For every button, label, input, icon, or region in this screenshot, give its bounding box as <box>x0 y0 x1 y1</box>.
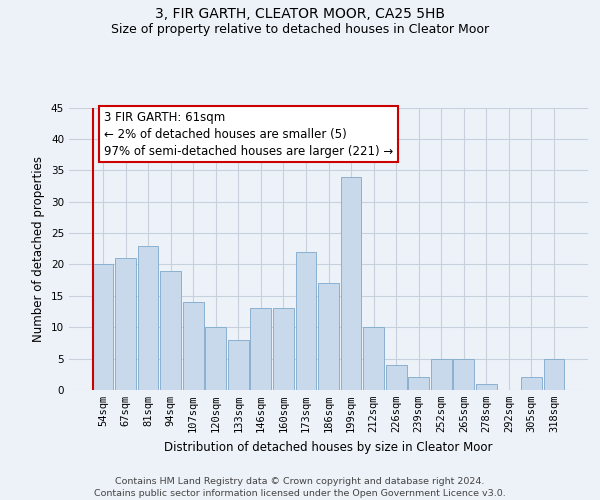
Bar <box>409 378 429 390</box>
Bar <box>544 358 565 390</box>
Bar <box>296 252 316 390</box>
Bar <box>250 308 271 390</box>
Bar <box>386 365 407 390</box>
Bar <box>363 327 384 390</box>
Bar <box>318 284 339 390</box>
Bar <box>521 378 542 390</box>
X-axis label: Distribution of detached houses by size in Cleator Moor: Distribution of detached houses by size … <box>164 440 493 454</box>
Bar <box>92 264 113 390</box>
Bar <box>205 327 226 390</box>
Bar <box>341 176 361 390</box>
Text: 3, FIR GARTH, CLEATOR MOOR, CA25 5HB: 3, FIR GARTH, CLEATOR MOOR, CA25 5HB <box>155 8 445 22</box>
Text: Contains HM Land Registry data © Crown copyright and database right 2024.
Contai: Contains HM Land Registry data © Crown c… <box>94 476 506 498</box>
Bar <box>228 340 248 390</box>
Bar <box>183 302 203 390</box>
Bar <box>115 258 136 390</box>
Bar <box>160 270 181 390</box>
Text: 3 FIR GARTH: 61sqm
← 2% of detached houses are smaller (5)
97% of semi-detached : 3 FIR GARTH: 61sqm ← 2% of detached hous… <box>104 110 394 158</box>
Bar <box>454 358 474 390</box>
Bar <box>476 384 497 390</box>
Text: Size of property relative to detached houses in Cleator Moor: Size of property relative to detached ho… <box>111 22 489 36</box>
Bar <box>137 246 158 390</box>
Y-axis label: Number of detached properties: Number of detached properties <box>32 156 46 342</box>
Bar <box>273 308 294 390</box>
Bar <box>431 358 452 390</box>
